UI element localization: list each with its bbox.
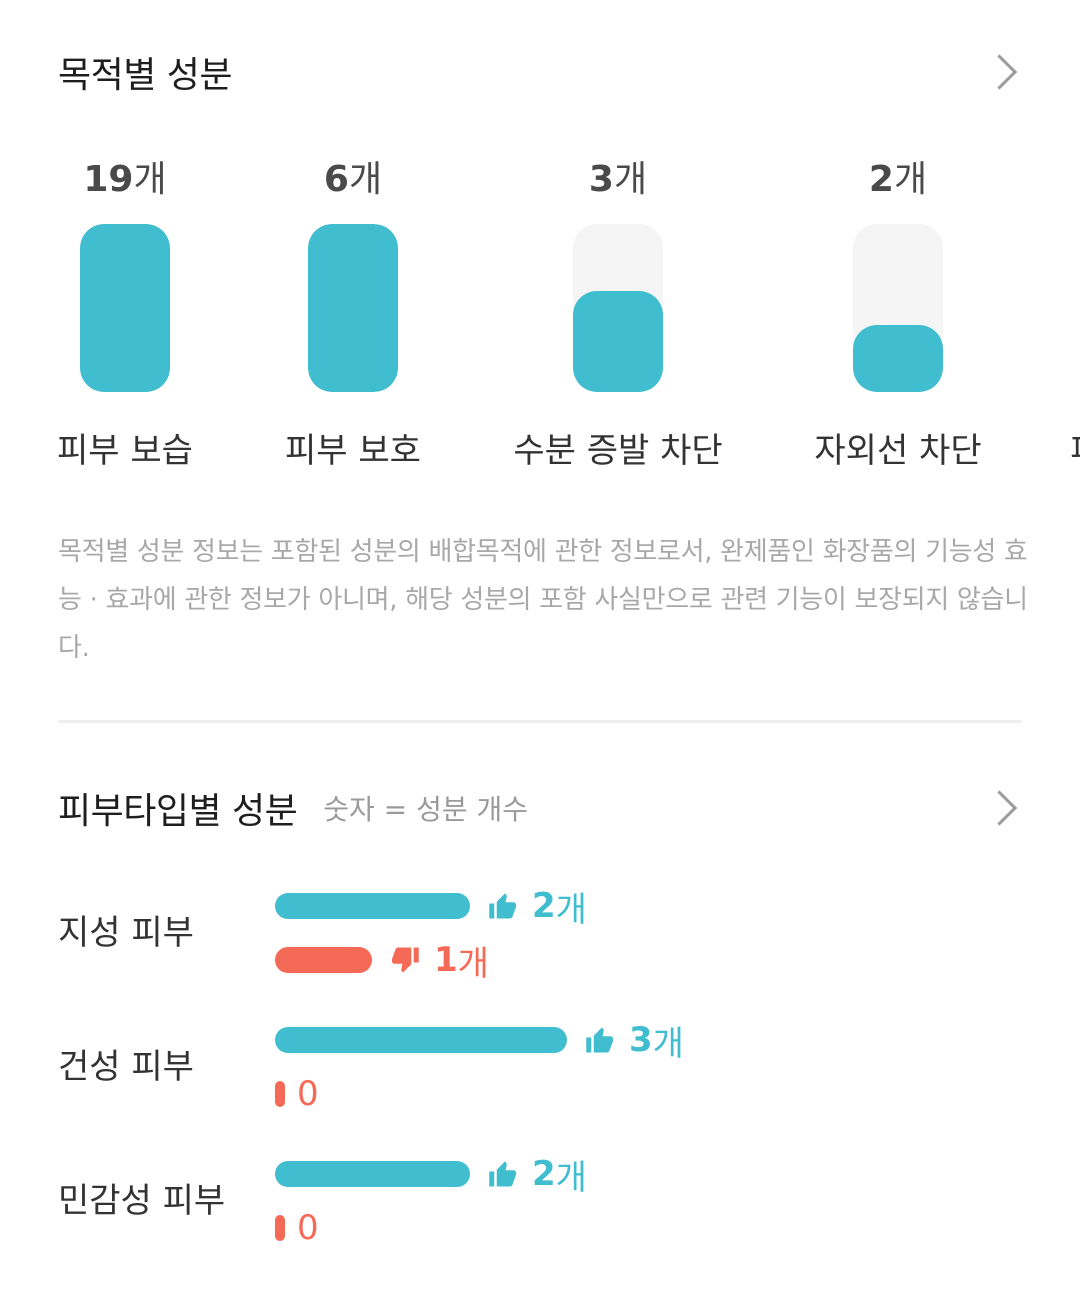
thumbs-up-icon xyxy=(489,1161,516,1187)
purpose-label: 수분 증발 차단 xyxy=(513,431,723,471)
bad-bar-empty xyxy=(275,1081,285,1107)
good-bar xyxy=(275,893,470,919)
bad-count: 0 xyxy=(297,1208,319,1248)
good-bar xyxy=(275,1161,470,1187)
purpose-section-header[interactable]: 목적별 성분 xyxy=(58,42,1022,102)
purpose-section-title: 목적별 성분 xyxy=(58,55,233,96)
good-bar xyxy=(275,1027,567,1053)
purpose-count: 2개 xyxy=(868,159,928,200)
purpose-bar-track xyxy=(573,224,663,392)
purpose-bar-fill xyxy=(80,224,170,392)
skin-type-label: 지성 피부 xyxy=(58,913,194,953)
bad-bar-empty xyxy=(275,1215,285,1241)
purpose-bar-track xyxy=(80,224,170,392)
skin-section-header[interactable]: 피부타입별 성분 숫자 = 성분 개수 xyxy=(58,778,1022,838)
purpose-bar-track xyxy=(308,224,398,392)
purpose-label: 피 xyxy=(1070,423,1080,472)
thumbs-down-icon xyxy=(392,947,419,973)
purpose-label: 피부 보호 xyxy=(285,431,421,471)
bad-line: 0 xyxy=(275,1208,319,1248)
purpose-bar-fill xyxy=(308,224,398,392)
section-divider xyxy=(58,720,1022,723)
purpose-count: 19개 xyxy=(83,159,167,200)
purpose-count: 3개 xyxy=(588,159,648,200)
purpose-disclaimer: 목적별 성분 정보는 포함된 성분의 배합목적에 관한 정보로서, 완제품인 화… xyxy=(58,537,1028,663)
purpose-label: 자외선 차단 xyxy=(814,431,982,471)
purpose-chart: 19개 피부 보습 6개 피부 보호 3개 수분 증발 차단 2개 자외선 차단… xyxy=(0,140,1080,480)
purpose-bar-fill xyxy=(853,325,943,392)
chevron-right-icon[interactable] xyxy=(981,54,1018,90)
purpose-bar-fill xyxy=(573,291,663,392)
purpose-label: 피부 보습 xyxy=(57,431,193,471)
skin-section-subtitle: 숫자 = 성분 개수 xyxy=(323,793,529,826)
skin-type-label: 건성 피부 xyxy=(58,1047,194,1087)
bad-count: 0 xyxy=(297,1074,319,1114)
purpose-count: 6개 xyxy=(323,159,383,200)
thumbs-up-icon xyxy=(586,1027,613,1053)
chevron-right-icon[interactable] xyxy=(981,790,1018,826)
bad-bar xyxy=(275,947,372,973)
skin-section-title: 피부타입별 성분 xyxy=(58,791,298,832)
purpose-bar-track xyxy=(853,224,943,392)
skin-type-label: 민감성 피부 xyxy=(58,1181,226,1221)
thumbs-up-icon xyxy=(489,893,516,919)
bad-line: 0 xyxy=(275,1074,319,1114)
